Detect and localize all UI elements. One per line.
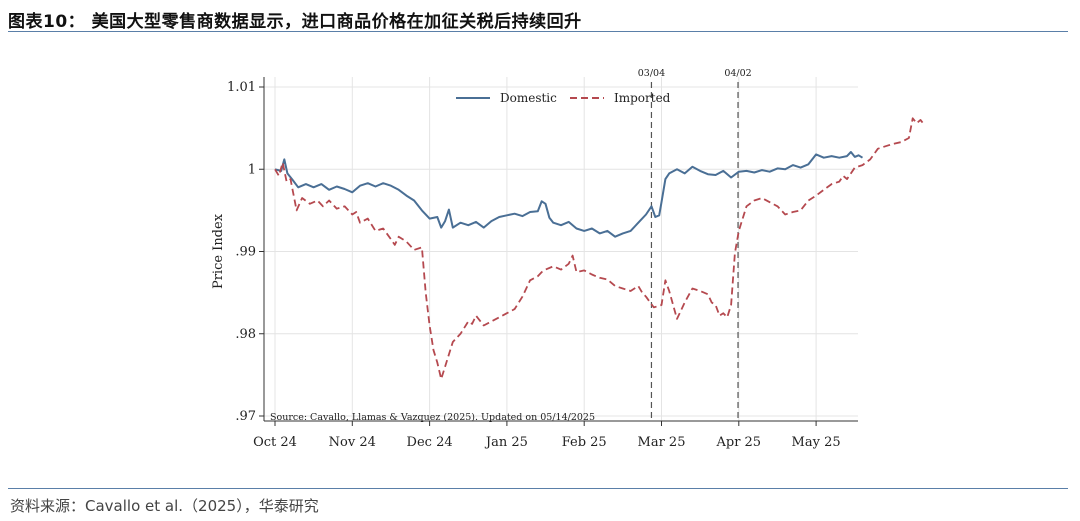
x-tick-label: Oct 24 <box>253 435 297 450</box>
footer-rule <box>8 488 1068 489</box>
x-tick-label: Dec 24 <box>407 435 453 450</box>
y-tick-label: .98 <box>235 327 256 342</box>
y-tick-label: 1 <box>248 162 256 177</box>
legend-label-imported: Imported <box>614 91 671 105</box>
x-tick-label: Nov 24 <box>329 435 376 450</box>
series-line-imported <box>274 117 926 380</box>
x-tick-label: Jan 25 <box>484 435 528 450</box>
event-vline-label: 03/04 <box>638 68 665 79</box>
legend-label-domestic: Domestic <box>500 91 557 105</box>
event-vline-label: 04/02 <box>724 68 751 79</box>
series-line-domestic <box>274 151 864 238</box>
y-tick-label: .97 <box>235 409 256 424</box>
chart-source-note: Source: Cavallo, Llamas & Vazquez (2025)… <box>270 412 595 423</box>
y-tick-label: .99 <box>235 245 256 260</box>
x-tick-label: Feb 25 <box>562 435 607 450</box>
figure-title: 图表10： 美国大型零售商数据显示，进口商品价格在加征关税后持续回升 <box>8 12 582 32</box>
header-rule <box>8 31 1068 32</box>
y-axis-label: Price Index <box>211 213 226 289</box>
x-tick-label: Mar 25 <box>638 435 686 450</box>
x-tick-label: May 25 <box>792 435 841 450</box>
source-note: 资料来源：Cavallo et al.（2025），华泰研究 <box>10 497 319 515</box>
y-tick-label: 1.01 <box>227 80 256 95</box>
x-tick-label: Apr 25 <box>715 435 761 450</box>
price-index-chart: .97 .98 .99 1 1.01 Oct 24 Nov 24 Dec 24 Jan 25 Fe… <box>211 68 926 450</box>
